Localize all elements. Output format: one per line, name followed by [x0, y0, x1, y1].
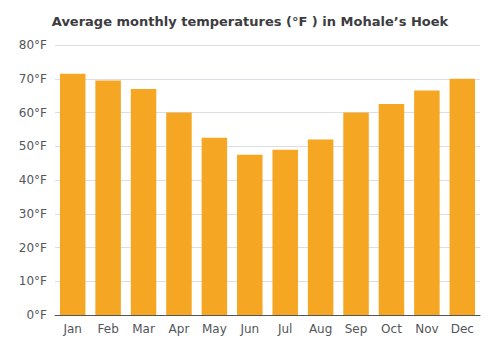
svg-text:Jul: Jul: [277, 322, 292, 336]
svg-text:Oct: Oct: [381, 322, 402, 336]
svg-text:80°F: 80°F: [19, 38, 47, 52]
svg-text:Average monthly temperatures (: Average monthly temperatures (°F ) in Mo…: [52, 14, 449, 29]
svg-text:Feb: Feb: [98, 322, 119, 336]
svg-text:Aug: Aug: [309, 322, 332, 336]
svg-text:50°F: 50°F: [19, 139, 47, 153]
svg-text:Sep: Sep: [345, 322, 368, 336]
svg-text:60°F: 60°F: [19, 106, 47, 120]
svg-text:70°F: 70°F: [19, 72, 47, 86]
svg-text:Mar: Mar: [132, 322, 155, 336]
svg-text:May: May: [202, 322, 227, 336]
svg-text:40°F: 40°F: [19, 173, 47, 187]
svg-text:Apr: Apr: [169, 322, 190, 336]
svg-text:Jan: Jan: [62, 322, 82, 336]
svg-text:20°F: 20°F: [19, 241, 47, 255]
svg-text:Jun: Jun: [239, 322, 259, 336]
svg-text:Dec: Dec: [451, 322, 474, 336]
svg-text:10°F: 10°F: [19, 274, 47, 288]
svg-text:30°F: 30°F: [19, 207, 47, 221]
svg-text:Nov: Nov: [415, 322, 438, 336]
svg-text:0°F: 0°F: [26, 308, 47, 322]
